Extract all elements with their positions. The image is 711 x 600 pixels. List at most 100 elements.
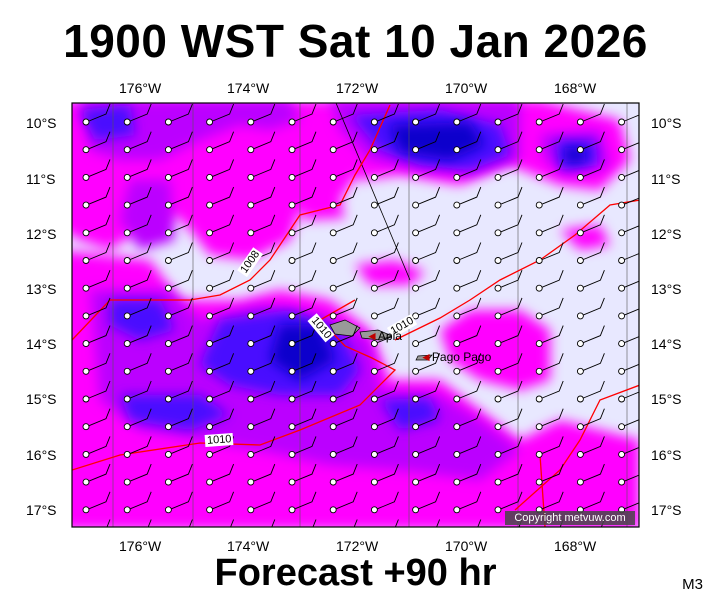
wind-station <box>495 535 501 541</box>
wind-barb <box>130 131 152 150</box>
wind-station <box>123 478 131 486</box>
wind-barb <box>294 270 317 288</box>
wind-barb <box>583 325 605 344</box>
wind-station <box>412 229 420 237</box>
wind-barb <box>477 519 482 527</box>
wind-barb <box>88 270 111 288</box>
wind-station <box>370 450 378 458</box>
wind-barb <box>459 325 482 344</box>
island-savaii <box>329 319 361 337</box>
wind-barb <box>130 270 152 288</box>
lat-tick-left: 11°S <box>26 171 56 187</box>
date-line <box>335 103 411 281</box>
wind-station <box>164 173 172 181</box>
wind-station <box>164 506 172 514</box>
wind-station <box>412 423 420 431</box>
wind-barb <box>459 214 482 233</box>
wind-station <box>494 312 502 320</box>
wind-station <box>82 146 90 154</box>
wind-station <box>164 146 172 154</box>
wind-station <box>535 478 543 486</box>
wind-barb <box>212 242 235 260</box>
wind-barb <box>583 463 605 482</box>
wind-station <box>82 173 90 181</box>
wind-station <box>247 506 255 514</box>
wind-station <box>329 173 337 181</box>
wind-station <box>206 340 214 348</box>
wind-barb <box>377 491 399 510</box>
wind-barb <box>624 253 639 260</box>
wind-station <box>412 395 420 403</box>
wind-barb <box>624 197 639 205</box>
wind-barb <box>500 131 523 150</box>
wind-barb <box>212 103 235 122</box>
wind-station <box>576 423 584 431</box>
wind-station <box>535 284 543 292</box>
wind-station <box>164 367 172 375</box>
wind-station <box>494 201 502 209</box>
wind-barb <box>253 380 276 399</box>
wind-station <box>453 257 461 264</box>
wind-barb <box>88 436 111 454</box>
wind-barb <box>312 519 317 527</box>
wind-barb <box>294 380 317 399</box>
wind-barb <box>336 353 358 371</box>
wind-station <box>535 312 543 320</box>
wind-barb <box>88 463 111 482</box>
wind-station <box>453 146 461 154</box>
wind-barb <box>459 297 482 316</box>
lon-tick-top: 176°W <box>119 80 162 96</box>
wind-station <box>123 423 131 431</box>
wind-station <box>412 340 420 348</box>
map-title: 1900 WST Sat 10 Jan 2026 <box>63 15 648 67</box>
wind-barb <box>171 242 193 260</box>
wind-station <box>82 478 90 486</box>
lat-tick-left: 17°S <box>26 502 57 518</box>
wind-barb <box>88 214 111 233</box>
wind-barb <box>212 353 235 371</box>
wind-station <box>289 535 295 541</box>
wind-barb <box>88 297 111 316</box>
wind-barb <box>130 463 152 482</box>
wind-barb <box>212 159 235 177</box>
wind-barb <box>500 408 523 427</box>
wind-barb <box>459 270 482 288</box>
wind-station <box>123 284 131 292</box>
wind-barb <box>459 186 482 205</box>
wind-station <box>329 340 337 348</box>
wind-station <box>453 478 461 486</box>
isobar-label: 1010 <box>204 433 234 447</box>
wind-barb <box>171 408 193 427</box>
wind-station <box>412 146 420 154</box>
wind-barb <box>212 186 235 205</box>
wind-station <box>82 229 90 237</box>
wind-barb <box>171 297 193 316</box>
wind-station <box>247 173 255 181</box>
wind-station <box>453 284 461 292</box>
wind-barb <box>624 446 639 454</box>
wind-station <box>535 450 543 458</box>
wind-station <box>82 340 90 348</box>
wind-barb <box>212 491 235 510</box>
wind-barb <box>336 186 358 205</box>
wind-station <box>370 367 378 375</box>
wind-barb <box>500 159 523 177</box>
wind-station <box>618 173 626 181</box>
wind-station <box>123 173 131 181</box>
wind-station <box>494 118 502 126</box>
wind-barb <box>418 436 441 454</box>
wind-barb <box>418 297 441 316</box>
wind-barb <box>130 436 152 454</box>
wind-barb <box>253 353 276 371</box>
wind-station <box>123 395 131 403</box>
wind-barb <box>336 103 358 122</box>
wind-barb <box>583 186 605 205</box>
wind-barb <box>336 463 358 482</box>
wind-station <box>164 450 172 458</box>
wind-station <box>329 506 337 514</box>
wind-barb <box>377 214 399 233</box>
wind-station <box>412 118 420 126</box>
wind-barb <box>294 186 317 205</box>
wind-station <box>207 535 213 541</box>
